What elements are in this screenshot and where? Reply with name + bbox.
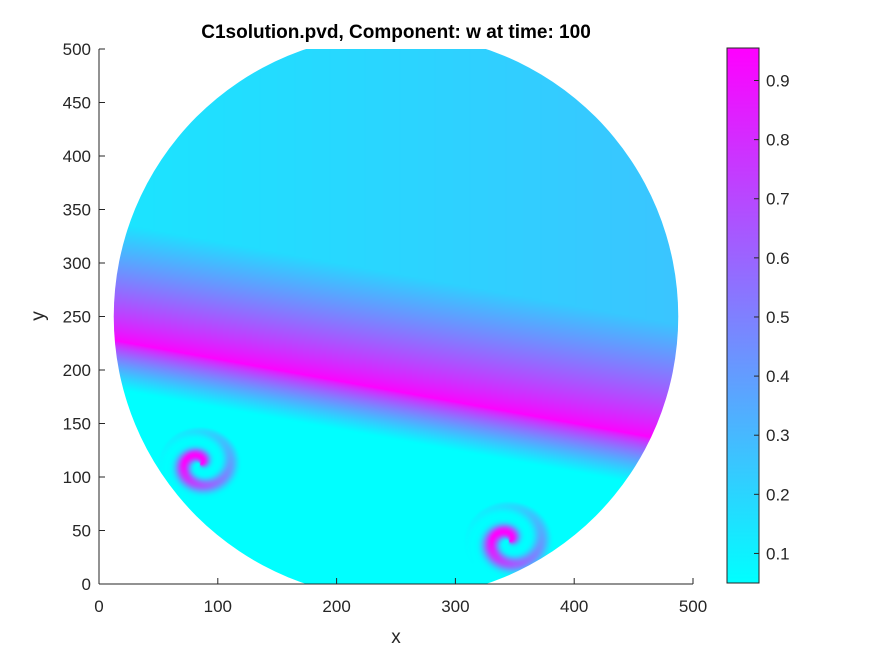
x-tick-label: 100 (204, 597, 232, 616)
y-axis-ticks: 0 50 100 150 200 250 300 350 400 450 500 (63, 40, 105, 594)
x-axis-label: x (391, 627, 401, 648)
colorbar-tick-label: 0.8 (766, 131, 790, 150)
heatmap-field (113, 49, 679, 584)
colorbar: 0.1 0.2 0.3 0.4 0.5 0.6 0.7 0.8 0.9 (726, 47, 790, 584)
y-axis-label: y (28, 311, 49, 321)
y-tick-label: 250 (63, 308, 91, 327)
y-tick-label: 300 (63, 254, 91, 273)
y-tick-label: 400 (63, 147, 91, 166)
y-tick-label: 500 (63, 40, 91, 59)
y-tick-label: 0 (82, 575, 91, 594)
colorbar-tick-label: 0.3 (766, 426, 790, 445)
x-tick-label: 0 (94, 597, 103, 616)
x-tick-label: 400 (560, 597, 588, 616)
y-tick-label: 350 (63, 201, 91, 220)
colorbar-frame (726, 47, 760, 584)
colorbar-tick-label: 0.6 (766, 249, 790, 268)
colorbar-tick-label: 0.2 (766, 485, 790, 504)
y-tick-label: 150 (63, 415, 91, 434)
heatmap-disk (113, 49, 679, 584)
colorbar-tick-label: 0.9 (766, 72, 790, 91)
x-axis-ticks: 0 100 200 300 400 500 (94, 578, 707, 616)
plot-area: 0 100 200 300 400 500 0 50 100 150 200 250 300 350 40… (63, 40, 708, 616)
colorbar-tick-label: 0.7 (766, 190, 790, 209)
y-tick-label: 50 (72, 522, 91, 541)
y-tick-label: 450 (63, 94, 91, 113)
colorbar-ticks: 0.1 0.2 0.3 0.4 0.5 0.6 0.7 0.8 0.9 (754, 72, 790, 563)
y-tick-label: 100 (63, 468, 91, 487)
colorbar-tick-label: 0.5 (766, 308, 790, 327)
colorbar-gradient (727, 48, 759, 583)
chart-title: C1solution.pvd, Component: w at time: 10… (201, 22, 591, 43)
colorbar-tick-label: 0.4 (766, 367, 790, 386)
x-tick-label: 500 (679, 597, 707, 616)
x-tick-label: 200 (322, 597, 350, 616)
y-tick-label: 200 (63, 361, 91, 380)
colorbar-tick-label: 0.1 (766, 544, 790, 563)
x-tick-label: 300 (441, 597, 469, 616)
